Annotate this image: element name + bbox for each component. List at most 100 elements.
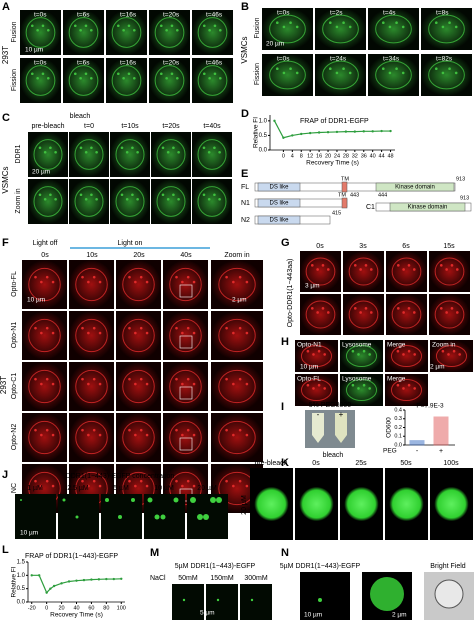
puncta bbox=[413, 387, 416, 390]
puncta bbox=[218, 150, 221, 154]
data-point bbox=[389, 129, 392, 133]
puncta bbox=[51, 484, 55, 488]
puncta bbox=[51, 382, 55, 386]
data-point bbox=[49, 587, 52, 590]
puncta bbox=[335, 71, 339, 75]
cell-outline bbox=[197, 186, 227, 217]
puncta bbox=[92, 326, 96, 330]
puncta bbox=[317, 383, 321, 387]
cell-outline bbox=[428, 14, 465, 44]
puncta bbox=[41, 72, 45, 76]
puncta bbox=[445, 268, 448, 271]
puncta bbox=[38, 146, 42, 150]
y-tick-label: 0.2 bbox=[394, 425, 402, 431]
puncta bbox=[311, 307, 314, 310]
x-axis-label: Recovery Time (s) bbox=[306, 160, 359, 167]
puncta bbox=[203, 24, 206, 28]
domain bbox=[389, 202, 466, 212]
p-value: P=7.9E-3 bbox=[416, 403, 444, 410]
y-tick-label: 1.5 bbox=[17, 560, 26, 566]
row-label: DDR1 bbox=[15, 144, 22, 163]
time-label: 10s bbox=[86, 252, 98, 259]
puncta bbox=[329, 67, 332, 70]
tube bbox=[335, 413, 347, 443]
cell-outline bbox=[156, 139, 186, 170]
puncta bbox=[79, 193, 83, 197]
puncta bbox=[388, 71, 392, 75]
x-tick-label: 48 bbox=[387, 153, 393, 159]
puncta bbox=[89, 28, 93, 32]
puncta bbox=[74, 72, 77, 76]
panel-label: H bbox=[281, 336, 289, 348]
data-point bbox=[97, 578, 101, 581]
micrograph bbox=[15, 494, 56, 539]
scale-bar: 20 µM bbox=[241, 495, 248, 515]
droplet bbox=[203, 514, 209, 520]
puncta bbox=[238, 326, 242, 330]
puncta bbox=[454, 71, 458, 75]
puncta bbox=[321, 264, 325, 267]
condition-label: Light on bbox=[118, 240, 143, 247]
data-point bbox=[90, 578, 93, 581]
x-axis-label: Recovery Time (s) bbox=[50, 612, 103, 619]
cell-outline bbox=[218, 420, 256, 455]
puncta bbox=[295, 25, 299, 29]
puncta bbox=[458, 353, 461, 356]
puncta bbox=[87, 484, 90, 488]
droplet bbox=[20, 499, 22, 501]
cell-outline bbox=[169, 369, 202, 404]
cell-outline bbox=[111, 65, 142, 96]
puncta bbox=[87, 433, 90, 437]
row-label: Opto-DDR1(1−443aa) bbox=[287, 259, 294, 328]
puncta bbox=[335, 25, 339, 29]
time-label: 0s bbox=[316, 243, 324, 250]
puncta bbox=[87, 331, 90, 335]
puncta bbox=[145, 484, 149, 488]
cell-outline bbox=[218, 267, 256, 302]
cell-outline bbox=[300, 344, 333, 368]
puncta bbox=[128, 326, 131, 330]
puncta bbox=[323, 353, 326, 356]
puncta bbox=[213, 146, 216, 150]
time-label: t=4s bbox=[383, 10, 396, 17]
time-label: pre-bleach bbox=[254, 460, 287, 467]
puncta bbox=[186, 377, 190, 381]
puncta bbox=[225, 479, 228, 483]
x-tick-label: 32 bbox=[352, 153, 358, 159]
puncta bbox=[282, 71, 286, 75]
cell-outline bbox=[74, 139, 104, 170]
puncta bbox=[120, 193, 124, 197]
row-label: NC bbox=[11, 483, 18, 493]
chart-title: FRAP of DDR1(1−443)-EGFP bbox=[25, 553, 118, 560]
zoom-box bbox=[179, 335, 193, 349]
puncta bbox=[132, 28, 136, 32]
y-axis-label: Relative FI bbox=[11, 566, 18, 597]
label: 913 bbox=[460, 195, 469, 201]
puncta bbox=[145, 382, 149, 386]
puncta bbox=[95, 150, 98, 154]
domain-label: Kinase domain bbox=[395, 185, 435, 191]
panel-title: DDR1(1−443)-EGFP concentration bbox=[66, 473, 175, 480]
x-tick-label: 0 bbox=[282, 153, 285, 159]
droplet bbox=[154, 514, 160, 520]
data-point bbox=[335, 130, 339, 134]
puncta bbox=[128, 428, 131, 432]
puncta bbox=[43, 150, 47, 154]
cell-outline bbox=[435, 344, 468, 368]
micrograph bbox=[300, 572, 350, 620]
puncta bbox=[136, 197, 139, 201]
cell-outline bbox=[322, 14, 359, 44]
puncta bbox=[51, 433, 55, 437]
data-point bbox=[317, 131, 321, 134]
cell-outline bbox=[305, 300, 336, 329]
puncta bbox=[435, 67, 438, 70]
data-line bbox=[273, 120, 391, 139]
puncta bbox=[407, 264, 411, 267]
puncta bbox=[326, 268, 330, 271]
puncta bbox=[295, 71, 299, 75]
time-label: t=10s bbox=[121, 123, 139, 130]
cell-outline bbox=[434, 300, 465, 329]
puncta bbox=[165, 28, 168, 32]
droplet bbox=[210, 497, 216, 503]
